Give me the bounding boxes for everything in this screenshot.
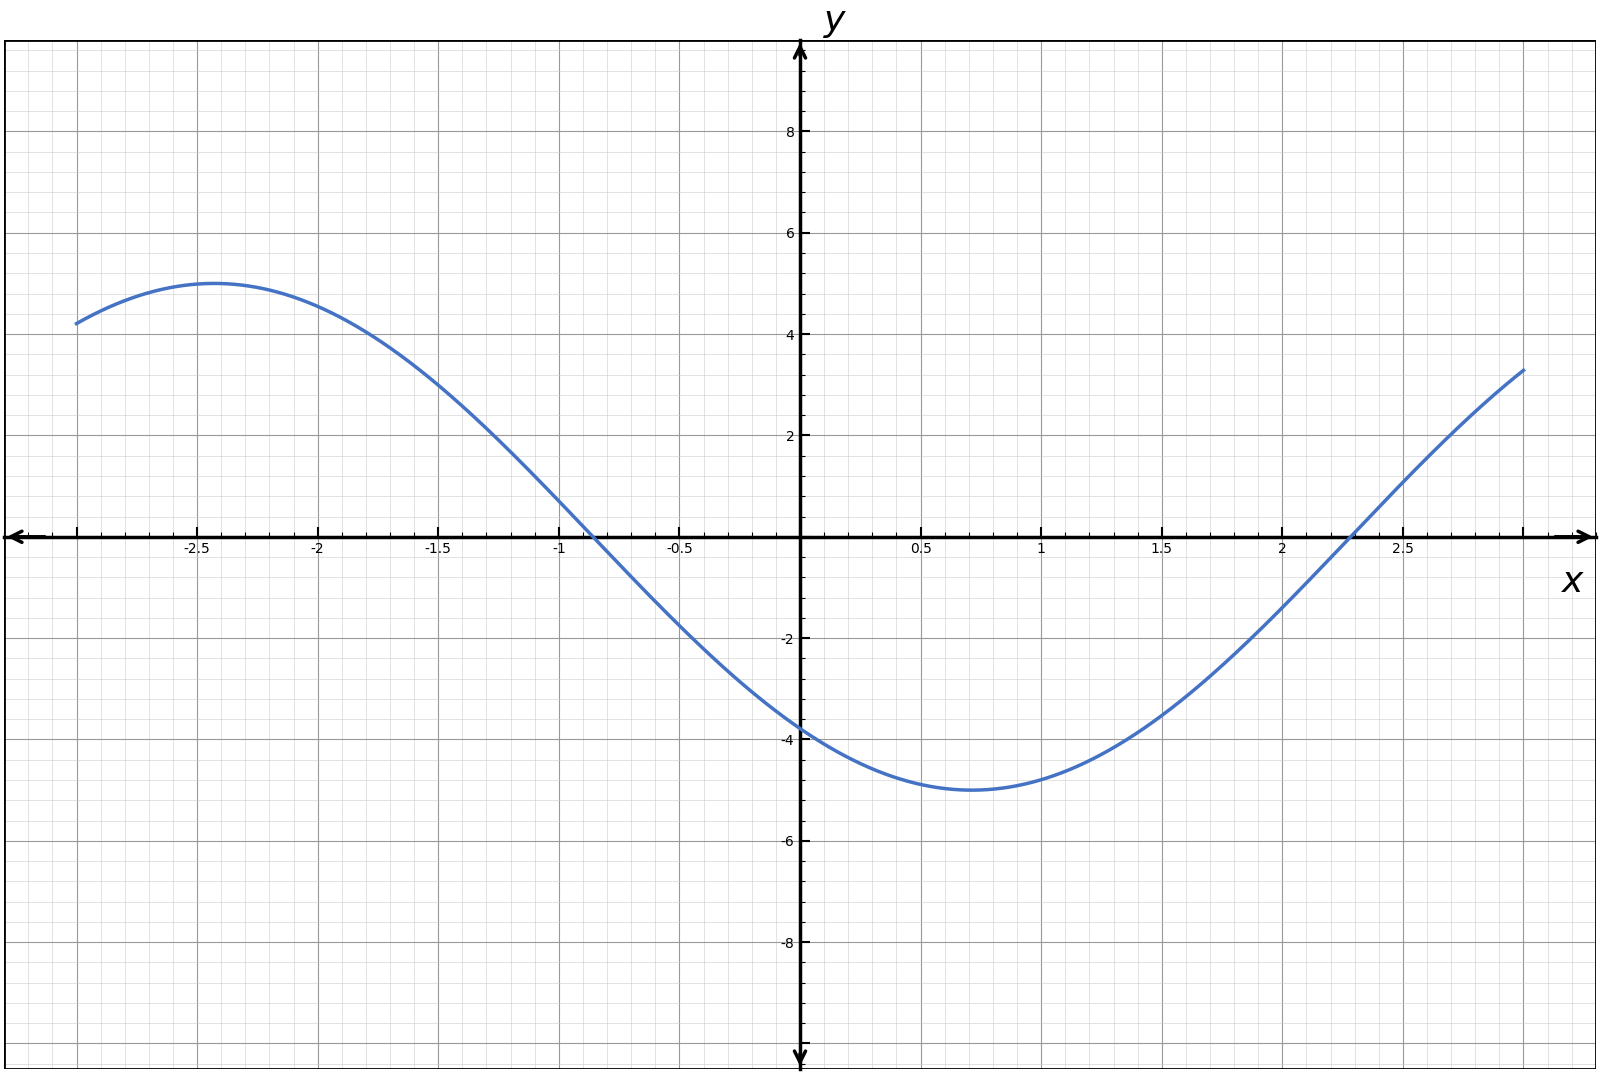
Text: x: x	[1563, 564, 1584, 599]
Text: y: y	[824, 3, 845, 38]
